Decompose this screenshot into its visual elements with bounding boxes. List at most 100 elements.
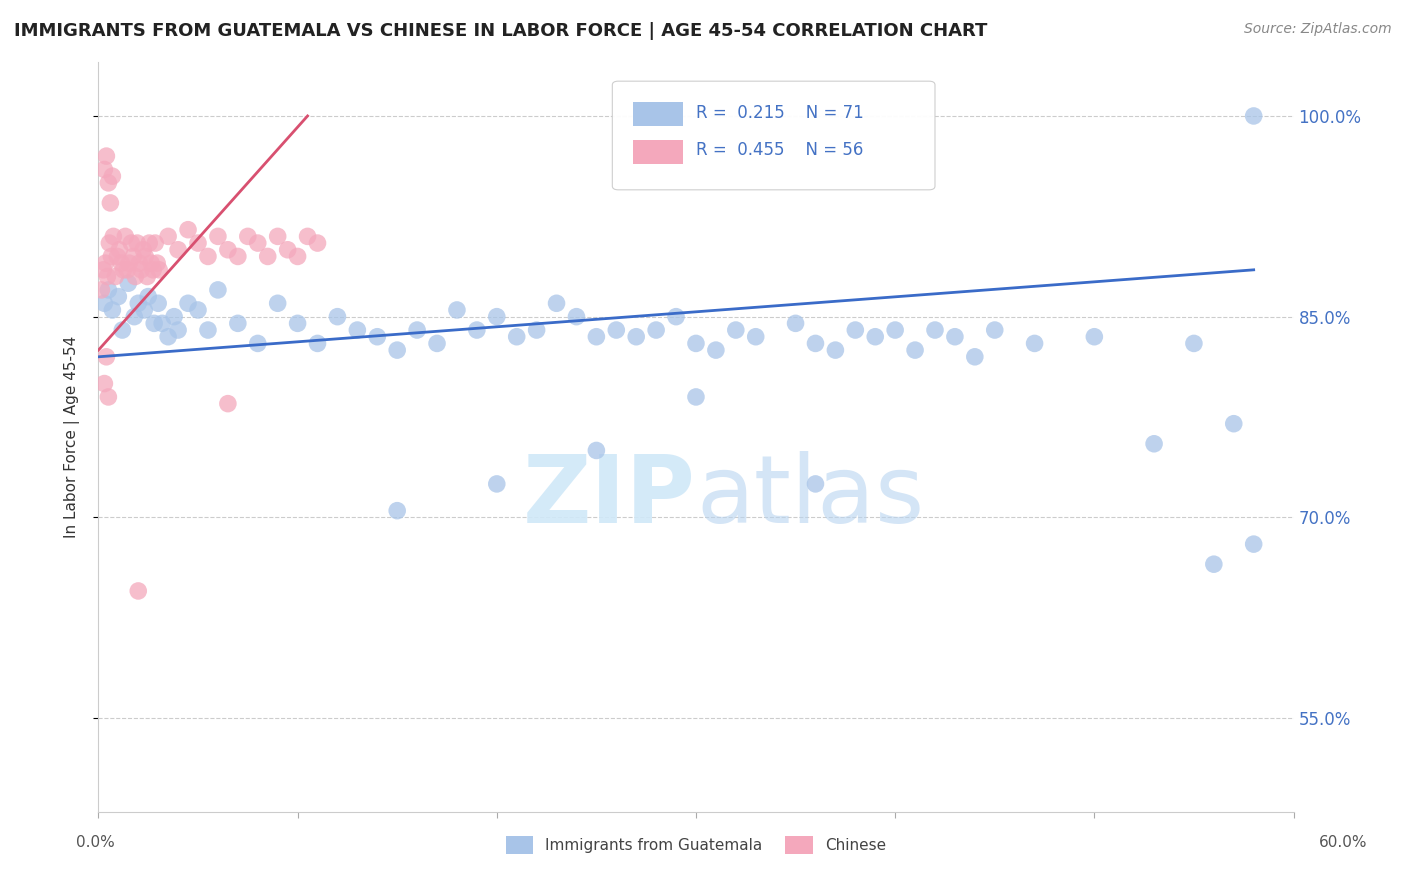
Point (1223, 417, 1246, 431)
Text: R =  0.455    N = 56: R = 0.455 N = 56 (696, 141, 863, 159)
Point (163, 310, 186, 324)
Point (141, 256, 163, 270)
Point (963, 350, 986, 364)
Point (267, 229, 290, 244)
Text: atlas: atlas (696, 451, 924, 543)
Point (824, 343, 846, 357)
Point (98, 196, 122, 211)
Point (226, 250, 249, 264)
Point (122, 250, 145, 264)
Point (127, 296, 149, 310)
Point (148, 296, 170, 310)
Point (526, 323, 548, 337)
Point (307, 235, 329, 250)
Point (124, 269, 146, 284)
FancyBboxPatch shape (613, 81, 935, 190)
Point (865, 330, 887, 344)
Point (127, 235, 149, 250)
Point (924, 323, 946, 337)
Point (97, 390, 120, 404)
Y-axis label: In Labor Force | Age 45-54: In Labor Force | Age 45-54 (65, 336, 80, 538)
Point (287, 316, 309, 330)
Point (246, 235, 269, 250)
Point (93, 376, 115, 391)
Point (111, 323, 134, 337)
Point (207, 229, 229, 244)
Point (565, 310, 588, 324)
Point (93, 162, 115, 177)
Point (236, 229, 259, 244)
Point (107, 289, 129, 303)
Point (98, 235, 121, 250)
Point (105, 250, 128, 264)
Text: IMMIGRANTS FROM GUATEMALA VS CHINESE IN LABOR FORCE | AGE 45-54 CORRELATION CHAR: IMMIGRANTS FROM GUATEMALA VS CHINESE IN … (14, 22, 987, 40)
Point (685, 336, 707, 351)
Point (785, 316, 807, 330)
Point (96, 350, 118, 364)
Point (704, 343, 727, 357)
Point (177, 223, 200, 237)
Point (143, 316, 166, 330)
Point (132, 243, 155, 257)
Point (167, 323, 190, 337)
FancyBboxPatch shape (633, 140, 683, 163)
Point (100, 250, 122, 264)
Point (1243, 109, 1265, 123)
Point (207, 283, 229, 297)
Point (943, 330, 966, 344)
Point (187, 235, 209, 250)
Point (136, 269, 159, 284)
Point (446, 303, 468, 318)
Point (277, 243, 299, 257)
Point (120, 235, 142, 250)
Point (745, 330, 768, 344)
Point (724, 323, 747, 337)
Point (685, 390, 707, 404)
Point (1202, 557, 1225, 571)
Text: 60.0%: 60.0% (1319, 836, 1367, 850)
Point (104, 269, 127, 284)
Point (884, 323, 907, 337)
Point (128, 256, 150, 270)
Point (148, 262, 170, 277)
Point (804, 476, 827, 491)
Point (246, 336, 269, 351)
Point (287, 250, 309, 264)
Point (138, 235, 160, 250)
Point (366, 330, 388, 344)
Point (256, 250, 278, 264)
Point (136, 289, 159, 303)
Point (546, 296, 568, 310)
Point (117, 262, 139, 277)
Point (1083, 330, 1105, 344)
Text: Source: ZipAtlas.com: Source: ZipAtlas.com (1244, 22, 1392, 37)
Point (326, 310, 349, 324)
Point (346, 323, 368, 337)
Point (307, 336, 329, 351)
Point (1143, 436, 1166, 450)
Point (605, 323, 627, 337)
Point (157, 229, 180, 244)
Point (465, 323, 488, 337)
Point (112, 262, 135, 277)
Point (108, 243, 131, 257)
Point (124, 310, 146, 324)
Point (385, 503, 409, 517)
Point (114, 229, 136, 244)
Point (385, 343, 409, 357)
Point (187, 303, 209, 318)
Point (585, 330, 607, 344)
Point (134, 250, 156, 264)
Point (157, 330, 180, 344)
Point (585, 443, 607, 458)
Point (90, 283, 112, 297)
Point (103, 229, 125, 244)
Point (426, 336, 449, 351)
Point (94, 256, 117, 270)
Point (485, 310, 508, 324)
Point (146, 256, 169, 270)
Point (93, 262, 115, 277)
Point (626, 330, 648, 344)
Point (844, 323, 866, 337)
Point (129, 262, 152, 277)
